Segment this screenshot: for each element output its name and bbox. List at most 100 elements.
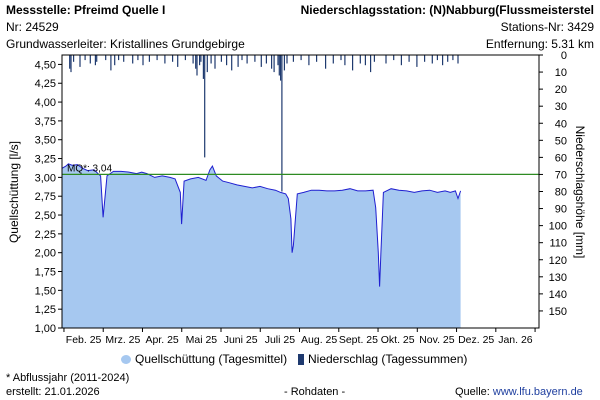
y-left-tick-label: 2,50 (35, 210, 56, 222)
y-axis-label-right: Niederschlagshöhe [mm] (573, 126, 587, 259)
precip-bar (283, 55, 285, 71)
precip-bar (214, 55, 216, 69)
y-right-tick-label: 80 (555, 187, 567, 199)
source-link[interactable]: www.lfu.bayern.de (492, 386, 583, 398)
precip-bar (114, 55, 116, 66)
y-left-tick-label: 3,50 (35, 135, 56, 147)
y-right-tick-label: 30 (555, 101, 567, 113)
x-tick-label: Jan. 26 (498, 334, 533, 346)
y-right-tick-label: 40 (555, 118, 567, 130)
precip-bar (156, 55, 158, 61)
precip-bar (105, 55, 107, 61)
precip-bar (373, 55, 375, 62)
precip-bar (184, 55, 186, 61)
precip-bar (172, 55, 174, 62)
precip-bar (177, 55, 179, 67)
y-left-tick-label: 1,25 (35, 304, 56, 316)
y-right-tick-label: 140 (549, 289, 567, 301)
precip-bar (352, 55, 354, 71)
y-axis-label-left: Quellschüttung [l/s] (7, 141, 21, 243)
y-left-tick-label: 2,25 (35, 229, 56, 241)
y-left-tick-label: 3,00 (35, 172, 56, 184)
precip-bar (370, 55, 372, 73)
precip-bar (192, 55, 194, 64)
legend-discharge-swatch (121, 354, 131, 364)
y-left-tick-label: 1,50 (35, 285, 56, 297)
y-right-tick-label: 0 (561, 50, 567, 62)
precip-bar (278, 55, 280, 76)
precip-station-distance: Entfernung: 5.31 km (485, 37, 594, 51)
station-name-left: Messstelle: Pfreimd Quelle I (6, 3, 166, 17)
legend-precip: Niederschlag (Tagessummen) (298, 352, 467, 366)
precip-bar (226, 55, 228, 66)
y-right-tick-label: 20 (555, 84, 567, 96)
footnote-abflussjahr: * Abflussjahr (2011-2024) (6, 372, 130, 384)
discharge-area (62, 163, 461, 328)
precip-bar (457, 55, 459, 64)
precip-bar (89, 55, 91, 64)
x-tick-label: Feb. 25 (66, 334, 102, 346)
y-right-tick-label: 130 (549, 272, 567, 284)
precip-bar (195, 55, 197, 69)
precip-bar (96, 55, 98, 62)
precip-bar (206, 55, 208, 73)
precip-bar (359, 55, 361, 64)
precip-bar (280, 55, 282, 81)
legend-precip-swatch (298, 353, 304, 365)
precip-bar (393, 55, 395, 61)
precip-bar (273, 55, 275, 73)
precip-bar (292, 55, 294, 62)
source: Quelle: www.lfu.bayern.de (455, 386, 583, 398)
legend-discharge: Quellschüttung (Tagesmittel) (121, 352, 287, 366)
x-tick-label: Mrz. 25 (105, 334, 140, 346)
precip-bar (132, 55, 134, 64)
precip-bar (281, 55, 283, 192)
precip-bar (364, 55, 366, 66)
y-right-tick-label: 70 (555, 169, 567, 181)
precip-bar (325, 55, 327, 69)
precip-station-number: Stations-Nr: 3429 (500, 20, 594, 34)
precip-bar (69, 55, 71, 69)
mq-reference-label: MQ*: 3,04 (67, 163, 112, 174)
station-number-left: Nr: 24529 (6, 20, 59, 34)
precip-bar (452, 55, 454, 61)
precip-bar (220, 55, 222, 62)
x-tick-label: Aug. 25 (301, 334, 337, 346)
precip-bar (94, 55, 96, 66)
y-right-tick-label: 110 (549, 238, 567, 250)
precip-bar (340, 55, 342, 61)
precip-bar (84, 55, 86, 61)
y-right-tick-label: 120 (549, 255, 567, 267)
precip-bar (196, 55, 198, 76)
y-left-tick-label: 3,25 (35, 154, 56, 166)
x-tick-label: Apr. 25 (145, 334, 178, 346)
x-tick-label: Juni 25 (224, 334, 258, 346)
legend-discharge-label: Quellschüttung (Tagesmittel) (135, 352, 288, 366)
precip-bar (308, 55, 310, 66)
precip-bar (316, 55, 318, 62)
x-tick-label: Juli 25 (265, 334, 296, 346)
precip-bar (237, 55, 239, 67)
discharge-line (61, 163, 462, 287)
precip-bar (123, 55, 125, 62)
x-tick-label: Nov. 25 (419, 334, 455, 346)
precip-bar (300, 55, 302, 61)
precip-bar (385, 55, 387, 64)
precip-bar (199, 55, 201, 66)
precip-bar (436, 55, 438, 61)
precip-bar (73, 55, 75, 62)
aquifer-label: Grundwasserleiter: Kristallines Grundgeb… (6, 37, 245, 51)
precip-bar (332, 55, 334, 64)
precip-bar (70, 55, 72, 73)
precip-bar (408, 55, 410, 62)
y-left-tick-label: 3,75 (35, 116, 56, 128)
precip-station-name: Niederschlagsstation: (N)Nabburg(Flussme… (300, 3, 594, 17)
y-left-tick-label: 2,75 (35, 191, 56, 203)
y-right-tick-label: 50 (555, 135, 567, 147)
precip-bar (79, 55, 81, 67)
precip-bar (431, 55, 433, 64)
precip-bar (400, 55, 402, 66)
precip-bar (241, 55, 243, 61)
precip-bar (164, 55, 166, 64)
